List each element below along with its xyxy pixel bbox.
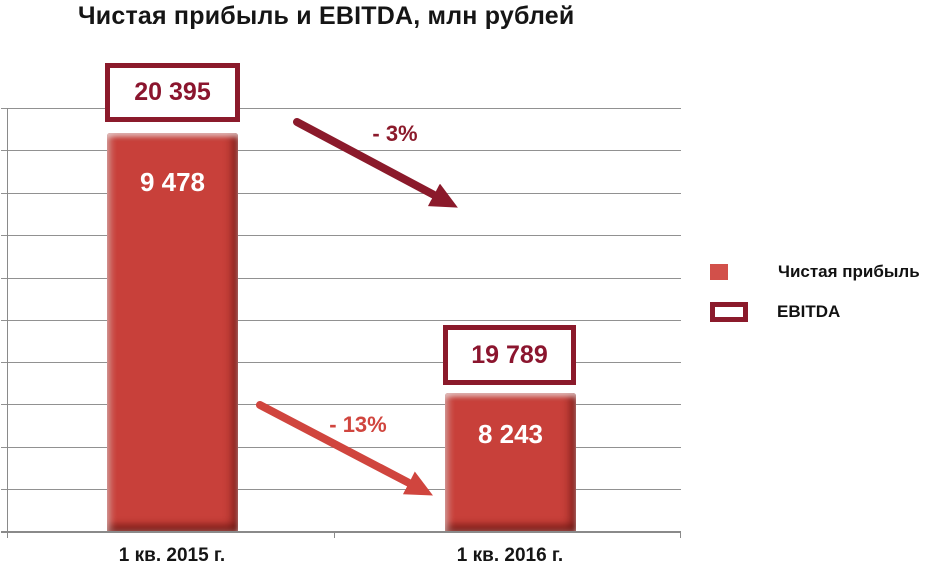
ebitda-swatch-icon	[710, 302, 748, 322]
x-axis-tick	[334, 532, 335, 538]
gridline	[1, 489, 681, 490]
legend: Чистая прибыль EBITDA	[710, 262, 920, 322]
gridline	[1, 320, 681, 321]
bar-net-profit-q1-2016: 8 243	[445, 393, 576, 531]
bar-value-label: 9 478	[139, 167, 206, 197]
bar-value-label: 8 243	[477, 419, 544, 449]
gridline	[1, 404, 681, 405]
ebitda-box-q1-2016: 19 789	[443, 325, 576, 385]
gridline	[1, 235, 681, 236]
chart-title: Чистая прибыль и EBITDA, млн рублей	[78, 2, 575, 30]
x-axis-line	[1, 531, 681, 533]
category-label-q1-2016: 1 кв. 2016 г.	[456, 545, 564, 566]
gridline	[1, 278, 681, 279]
category-label-q1-2015: 1 кв. 2015 г.	[118, 545, 226, 566]
y-axis-line	[7, 108, 8, 537]
ebitda-decline-percent: - 3%	[372, 121, 418, 146]
gridline	[1, 108, 681, 109]
legend-item-ebitda: EBITDA	[710, 302, 920, 322]
bar-net-profit-q1-2015: 9 478	[107, 133, 238, 531]
gridline	[1, 193, 681, 194]
gridline	[1, 447, 681, 448]
ebitda-value-label: 19 789	[471, 340, 548, 369]
gridline	[1, 362, 681, 363]
ebitda-value-label: 20 395	[134, 78, 211, 106]
legend-item-net-profit: Чистая прибыль	[710, 262, 920, 282]
net-profit-swatch-icon	[710, 264, 728, 280]
legend-label: Чистая прибыль	[778, 262, 920, 281]
legend-label: EBITDA	[777, 302, 841, 321]
net-profit-decline-percent: - 13%	[329, 412, 387, 437]
x-axis-tick	[680, 532, 681, 538]
ebitda-box-q1-2015: 20 395	[105, 63, 240, 122]
x-axis-tick	[7, 532, 8, 538]
gridline	[1, 150, 681, 151]
